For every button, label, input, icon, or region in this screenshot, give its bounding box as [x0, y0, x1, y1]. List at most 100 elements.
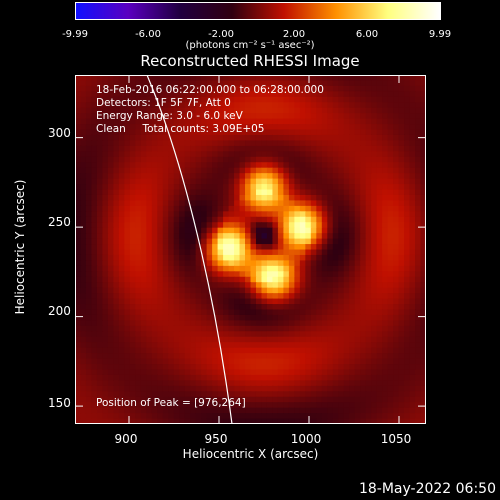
heatmap-cell	[96, 369, 104, 376]
heatmap-cell	[387, 254, 394, 261]
heatmap-cell	[305, 91, 312, 98]
heatmap-cell	[316, 211, 323, 218]
heatmap-cell	[124, 238, 131, 245]
heatmap-cell	[168, 347, 175, 354]
heatmap-cell	[157, 314, 164, 321]
heatmap-cell	[404, 184, 411, 191]
heatmap-cell	[168, 173, 175, 180]
heatmap-cell	[223, 342, 230, 349]
heatmap-cell	[409, 113, 416, 120]
heatmap-cell	[129, 173, 136, 180]
heatmap-cell	[135, 200, 142, 207]
heatmap-cell	[321, 298, 328, 305]
heatmap-cell	[80, 254, 87, 261]
heatmap-cell	[409, 276, 416, 283]
heatmap-cell	[288, 211, 295, 218]
heatmap-cell	[118, 380, 125, 387]
heatmap-cell	[360, 118, 367, 125]
heatmap-cell	[332, 200, 339, 207]
heatmap-cell	[349, 134, 356, 142]
heatmap-cell	[332, 238, 339, 245]
heatmap-cell	[118, 396, 125, 403]
heatmap-cell	[266, 271, 274, 278]
heatmap-cell	[107, 96, 114, 103]
heatmap-cell	[245, 167, 252, 174]
heatmap-cell	[288, 413, 295, 420]
heatmap-cell	[277, 325, 284, 332]
heatmap-cell	[354, 254, 361, 261]
heatmap-cell	[140, 304, 147, 311]
heatmap-cell	[245, 194, 252, 202]
heatmap-cell	[382, 249, 389, 256]
heatmap-cell	[190, 211, 197, 218]
heatmap-cell	[338, 113, 345, 120]
heatmap-cell	[91, 238, 98, 245]
heatmap-cell	[338, 407, 345, 414]
heatmap-cell	[371, 304, 378, 311]
heatmap-cell	[168, 320, 175, 327]
heatmap-cell	[107, 75, 114, 82]
heatmap-cell	[283, 254, 290, 261]
heatmap-cell	[96, 129, 104, 136]
heatmap-cell	[420, 358, 426, 365]
heatmap-cell	[371, 233, 378, 240]
heatmap-cell	[102, 385, 109, 392]
heatmap-cell	[217, 260, 224, 267]
heatmap-cell	[118, 331, 125, 338]
heatmap-cell	[310, 358, 317, 365]
heatmap-cell	[85, 271, 93, 278]
heatmap-cell	[332, 184, 339, 191]
heatmap-cell	[398, 211, 405, 218]
heatmap-cell	[135, 260, 142, 267]
heatmap-cell	[190, 287, 197, 294]
heatmap-cell	[135, 271, 142, 278]
heatmap-cell	[343, 304, 350, 311]
heatmap-cell	[360, 320, 367, 327]
heatmap-cell	[305, 140, 312, 147]
heatmap-cell	[107, 282, 114, 289]
heatmap-cell	[332, 205, 339, 212]
heatmap-cell	[102, 336, 109, 343]
heatmap-cell	[376, 156, 383, 163]
y-tick-label: 150	[48, 396, 71, 410]
heatmap-cell	[118, 233, 125, 240]
heatmap-cell	[255, 320, 263, 327]
heatmap-cell	[294, 184, 301, 191]
heatmap-cell	[360, 358, 367, 365]
heatmap-cell	[272, 227, 279, 234]
heatmap-cell	[327, 260, 334, 267]
heatmap-cell	[91, 222, 98, 229]
heatmap-cell	[173, 260, 180, 267]
heatmap-cell	[299, 80, 306, 87]
heatmap-cell	[162, 331, 169, 338]
heatmap-cell	[398, 184, 405, 191]
heatmap-cell	[404, 189, 411, 196]
heatmap-cell	[135, 407, 142, 414]
heatmap-cell	[239, 233, 246, 240]
heatmap-cell	[140, 380, 147, 387]
heatmap-cell	[129, 167, 136, 174]
heatmap-cell	[146, 298, 153, 305]
heatmap-cell	[354, 385, 361, 392]
heatmap-cell	[162, 260, 169, 267]
heatmap-cell	[294, 347, 301, 354]
heatmap-cell	[376, 167, 383, 174]
heatmap-cell	[162, 107, 169, 114]
heatmap-cell	[151, 222, 158, 229]
heatmap-cell	[354, 200, 361, 207]
heatmap-cell	[162, 75, 169, 82]
heatmap-cell	[327, 402, 334, 409]
heatmap-cell	[277, 173, 284, 180]
heatmap-cell	[107, 85, 114, 92]
heatmap-cell	[404, 211, 411, 218]
heatmap-cell	[124, 107, 131, 114]
heatmap-cell	[113, 407, 120, 414]
heatmap-cell	[129, 380, 136, 387]
heatmap-cell	[371, 189, 378, 196]
heatmap-cell	[354, 342, 361, 349]
heatmap-cell	[190, 347, 197, 354]
heatmap-cell	[288, 124, 295, 131]
heatmap-cell	[212, 298, 219, 305]
heatmap-cell	[201, 238, 208, 245]
heatmap-cell	[332, 325, 339, 332]
